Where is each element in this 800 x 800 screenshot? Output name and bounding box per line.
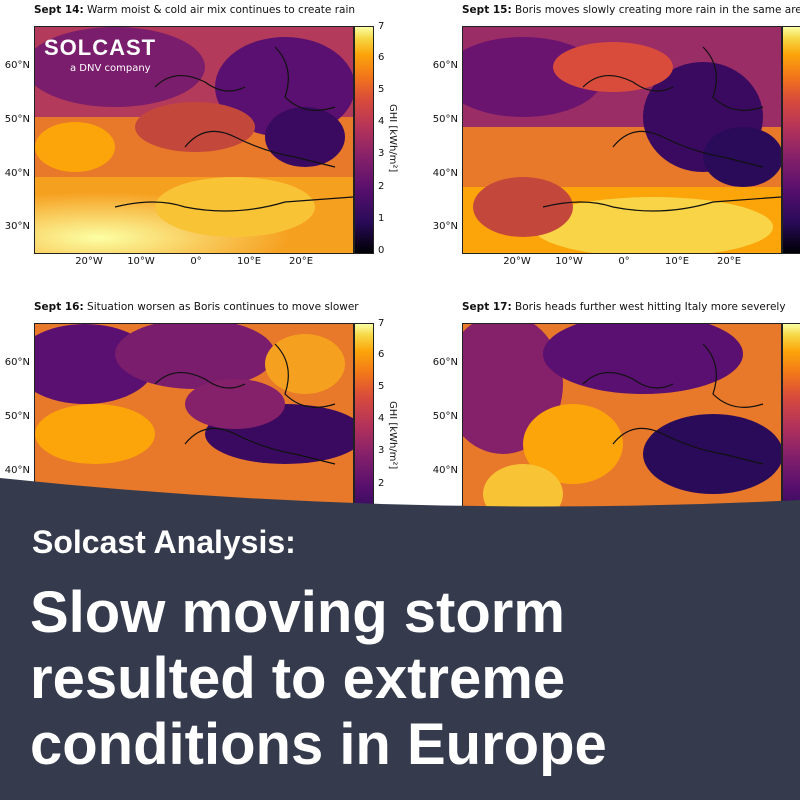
lat-tick: 40°N: [4, 465, 30, 476]
lat-tick: 30°N: [432, 221, 458, 232]
lon-tick: 10°E: [664, 256, 690, 267]
lat-tick: 40°N: [432, 465, 458, 476]
ghi-map: [34, 26, 354, 254]
lat-tick: 50°N: [4, 114, 30, 125]
headline-line: Slow moving storm: [30, 580, 565, 645]
colorbar-tick: 4: [378, 116, 385, 127]
logo-tagline: a DNV company: [70, 63, 151, 74]
panel-title: Sept 16: Situation worsen as Boris conti…: [34, 301, 359, 313]
colorbar-tick: 3: [378, 148, 385, 159]
lon-tick: 20°W: [75, 256, 103, 267]
lon-tick: 0°: [190, 256, 202, 267]
lon-tick: 20°E: [716, 256, 742, 267]
colorbar-tick: 5: [378, 381, 385, 392]
panel-title: Sept 15: Boris moves slowly creating mor…: [462, 4, 800, 16]
headline-line: conditions in Europe: [30, 712, 607, 777]
colorbar: [782, 26, 800, 254]
colorbar-tick: 6: [378, 52, 385, 63]
panel-title: Sept 17: Boris heads further west hittin…: [462, 301, 786, 313]
lat-tick: 30°N: [4, 221, 30, 232]
lat-tick: 60°N: [4, 60, 30, 71]
colorbar-tick: 2: [378, 181, 385, 192]
lon-tick: 0°: [618, 256, 630, 267]
lat-tick: 40°N: [432, 168, 458, 179]
lat-tick: 60°N: [4, 357, 30, 368]
colorbar-tick: 2: [378, 478, 385, 489]
colorbar-tick: 7: [378, 318, 385, 329]
lon-tick: 10°W: [127, 256, 155, 267]
colorbar-tick: 7: [378, 21, 385, 32]
analysis-kicker: Solcast Analysis:: [32, 524, 296, 560]
colorbar-tick: 6: [378, 349, 385, 360]
ghi-map: [462, 26, 782, 254]
lon-tick: 10°W: [555, 256, 583, 267]
colorbar-tick: 1: [378, 213, 385, 224]
colorbar-tick: 4: [378, 413, 385, 424]
lon-tick: 20°E: [288, 256, 314, 267]
lat-tick: 60°N: [432, 357, 458, 368]
lat-tick: 60°N: [432, 60, 458, 71]
lat-tick: 50°N: [432, 114, 458, 125]
colorbar-tick: 5: [378, 84, 385, 95]
logo-wordmark: SOLCAST: [44, 35, 157, 60]
headline-line: resulted to extreme: [30, 646, 566, 711]
panel-title: Sept 14: Warm moist & cold air mix conti…: [34, 4, 356, 16]
lat-tick: 50°N: [4, 411, 30, 422]
solcast-logo: SOLCAST a DNV company: [44, 35, 156, 74]
lon-tick: 20°W: [503, 256, 531, 267]
colorbar: [354, 26, 374, 254]
lat-tick: 40°N: [4, 168, 30, 179]
panel-sept-15: Sept 15: Boris moves slowly creating mor…: [428, 4, 800, 294]
headline: Slow moving storm resulted to extreme co…: [30, 580, 607, 778]
colorbar-tick: 0: [378, 245, 385, 256]
colorbar-tick: 3: [378, 445, 385, 456]
panel-sept-14: Sept 14: Warm moist & cold air mix conti…: [0, 4, 400, 294]
lon-tick: 10°E: [236, 256, 262, 267]
lat-tick: 50°N: [432, 411, 458, 422]
